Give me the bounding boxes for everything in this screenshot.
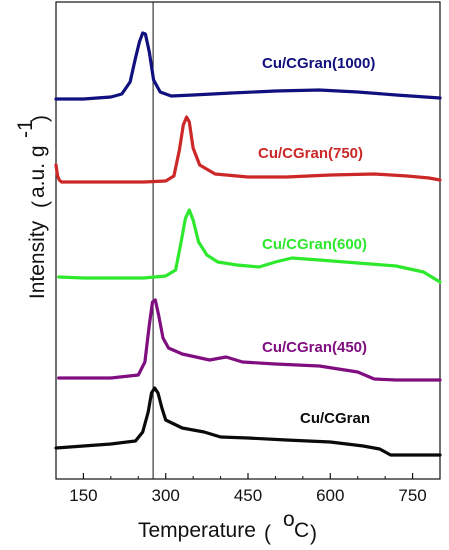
y-axis-title: Intensity ( a.u. g -1 ) (14, 115, 52, 299)
series-label-cu-cgran-750: Cu/CGran(750) (258, 145, 363, 162)
x-tick-label: 450 (234, 486, 262, 505)
series-line-2 (57, 208, 442, 284)
x-axis-paren-open: ( (264, 522, 271, 545)
series-line-1 (54, 115, 442, 184)
y-axis-title-main: Intensity (26, 220, 49, 299)
x-axis-title-main: Temperature (138, 519, 256, 542)
x-tick-label: 150 (69, 486, 97, 505)
series-label-cu-cgran: Cu/CGran (300, 410, 370, 427)
x-tick-label: 750 (398, 486, 426, 505)
x-tick-label: 600 (316, 486, 344, 505)
y-axis-unit-exp: -1 (14, 119, 37, 138)
x-axis-unit-c: C (294, 519, 309, 542)
x-axis-paren-close: ) (310, 522, 317, 545)
x-ticks: 150 300 450 600 750 (55, 473, 441, 505)
series-label-cu-cgran-450: Cu/CGran(450) (262, 339, 367, 356)
y-axis-unit: a.u. g (26, 145, 49, 198)
x-tick-label: 300 (152, 486, 180, 505)
x-axis-title: Temperature ( o C ) (138, 508, 317, 545)
x-axis-degree: o (283, 508, 295, 531)
plot-frame (55, 1, 441, 480)
y-axis-paren-open: ( (29, 201, 52, 208)
series-group (54, 31, 442, 457)
series-line-0 (54, 31, 442, 101)
series-line-3 (57, 298, 442, 382)
series-label-cu-cgran-1000: Cu/CGran(1000) (262, 55, 375, 72)
svg-text:Intensity: Intensity (26, 220, 49, 299)
series-label-cu-cgran-600: Cu/CGran(600) (262, 236, 367, 253)
series-line-4 (54, 386, 442, 457)
y-axis-paren-close: ) (29, 115, 52, 122)
